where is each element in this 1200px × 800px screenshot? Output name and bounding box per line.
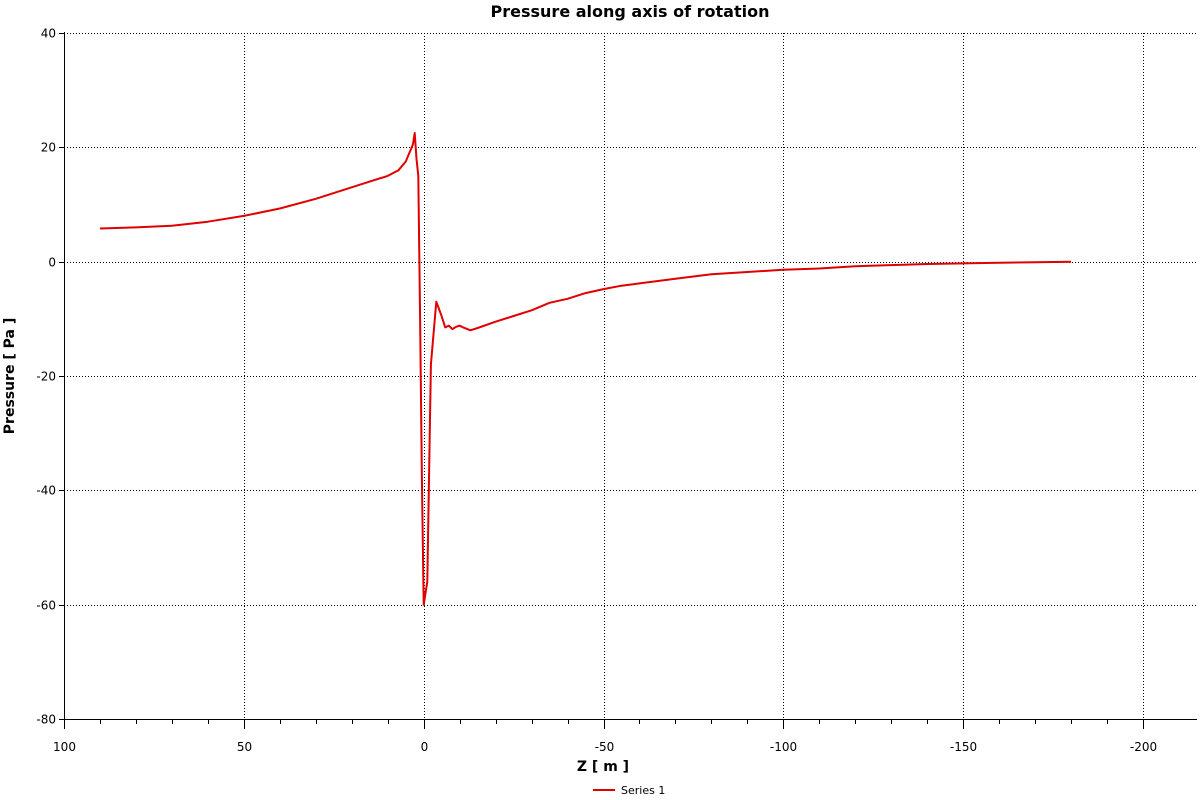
x-tick-label: -50: [595, 740, 615, 754]
x-tick-label: -200: [1130, 740, 1157, 754]
legend-label-series-1: Series 1: [621, 784, 665, 797]
x-tick-label: 100: [53, 740, 76, 754]
y-tick-label: 40: [41, 27, 56, 41]
series-line-1: [99, 132, 1072, 606]
y-tick-label: -60: [36, 599, 56, 613]
y-tick-label: -40: [36, 484, 56, 498]
y-axis-label: Pressure [ Pa ]: [2, 318, 18, 434]
x-tick-label: -150: [950, 740, 977, 754]
y-tick-label: -20: [36, 370, 56, 384]
chart-title: Pressure along axis of rotation: [491, 2, 770, 21]
x-tick-label: 0: [421, 740, 429, 754]
x-tick-label: 50: [237, 740, 252, 754]
series-layer: [99, 132, 1072, 606]
x-tick-label: -100: [770, 740, 797, 754]
y-tick-label: 20: [41, 141, 56, 155]
y-tick-label: 0: [48, 256, 56, 270]
y-tick-label: -80: [36, 713, 56, 727]
grid-lines: [64, 33, 1197, 719]
legend: Series 1: [593, 784, 665, 797]
x-axis-label: Z [ m ]: [577, 759, 629, 775]
plot-frame: [65, 33, 1198, 719]
axis-ticks: 40 20 0 -20 -40 -60 -80 100 50 0 -50 -100 -150 -200: [36, 27, 1157, 755]
